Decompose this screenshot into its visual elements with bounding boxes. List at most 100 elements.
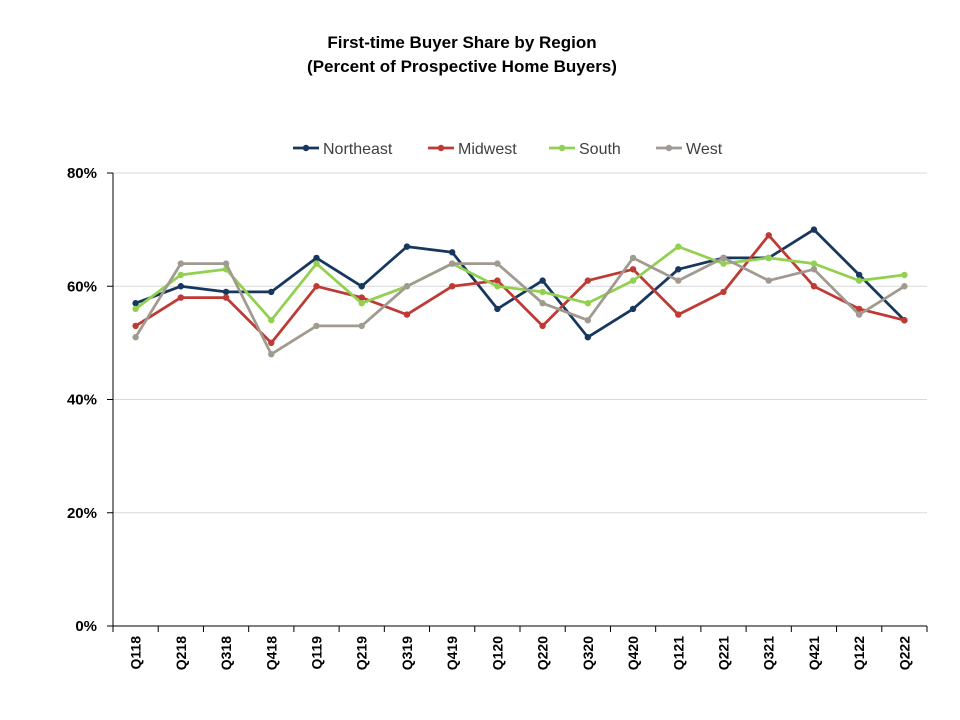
data-point <box>539 300 546 307</box>
legend-item: Midwest <box>428 141 517 158</box>
series-group <box>132 226 908 358</box>
data-point <box>901 271 908 279</box>
y-tick-label: 40% <box>67 392 97 409</box>
x-tick-label: Q120 <box>489 636 505 670</box>
data-point <box>629 305 637 313</box>
data-point <box>584 317 592 324</box>
data-point <box>539 277 546 284</box>
x-tick-label: Q221 <box>716 636 732 670</box>
data-point <box>901 317 908 324</box>
data-point <box>358 283 365 290</box>
chart-subtitle: (Percent of Prospective Home Buyers) <box>307 57 617 76</box>
data-point <box>177 260 185 267</box>
legend-label: Northeast <box>323 141 393 158</box>
legend-label: West <box>686 141 723 158</box>
data-point <box>720 288 727 296</box>
x-tick-label: Q119 <box>309 636 325 670</box>
data-point <box>268 317 275 324</box>
y-axis-ticks: 0% 20% 40% 60% 80% <box>67 165 113 635</box>
data-point <box>268 339 275 347</box>
data-point <box>403 311 411 318</box>
chart-title: First-time Buyer Share by Region <box>327 33 596 52</box>
data-point <box>177 294 185 301</box>
data-point <box>855 271 863 279</box>
legend-marker <box>302 144 310 152</box>
x-tick-label: Q219 <box>354 636 370 670</box>
data-point <box>494 283 501 290</box>
x-tick-label: Q218 <box>173 636 189 670</box>
legend-item: West <box>656 141 723 158</box>
data-point <box>132 334 139 341</box>
x-tick-label: Q420 <box>625 636 641 670</box>
x-tick-label: Q321 <box>761 636 777 670</box>
x-tick-label: Q122 <box>851 636 867 670</box>
data-point <box>132 300 139 307</box>
data-point <box>358 322 365 330</box>
data-point <box>448 283 456 290</box>
data-point <box>403 243 411 250</box>
series-northeast <box>132 226 908 341</box>
data-point <box>222 294 230 301</box>
legend-marker <box>558 144 566 152</box>
data-point <box>313 260 320 267</box>
x-tick-label: Q318 <box>218 636 234 670</box>
series-line <box>134 233 905 345</box>
data-point <box>765 254 772 262</box>
y-tick-label: 0% <box>75 618 97 635</box>
data-point <box>358 300 365 307</box>
data-point <box>855 305 863 313</box>
x-tick-label: Q421 <box>806 636 822 670</box>
data-point <box>222 260 230 267</box>
data-point <box>629 277 637 284</box>
data-point <box>720 254 727 262</box>
data-point <box>313 322 320 330</box>
data-point <box>132 305 139 313</box>
data-point <box>675 243 682 250</box>
data-point <box>177 283 185 290</box>
x-tick-label: Q418 <box>263 636 279 670</box>
data-point <box>675 311 682 318</box>
series-midwest <box>132 232 908 347</box>
data-point <box>494 260 501 267</box>
data-point <box>675 266 682 273</box>
data-point <box>584 334 592 341</box>
data-point <box>584 300 592 307</box>
series-line <box>135 228 906 339</box>
y-tick-label: 20% <box>67 505 97 522</box>
legend-label: Midwest <box>458 141 517 158</box>
data-point <box>539 288 546 296</box>
data-point <box>358 294 365 301</box>
data-point <box>403 283 411 290</box>
data-point <box>629 254 637 262</box>
gridlines <box>113 172 927 514</box>
data-point <box>855 277 863 284</box>
data-point <box>765 277 772 284</box>
y-tick-label: 60% <box>67 278 97 295</box>
data-point <box>448 260 456 267</box>
x-tick-label: Q419 <box>444 636 460 670</box>
x-tick-label: Q222 <box>896 636 912 670</box>
legend-item: South <box>549 141 621 158</box>
data-point <box>810 283 818 290</box>
data-point <box>855 311 863 318</box>
data-point <box>177 271 185 279</box>
data-point <box>901 283 908 290</box>
data-point <box>810 266 818 273</box>
data-point <box>448 249 456 256</box>
data-point <box>765 232 772 239</box>
legend-marker <box>437 144 445 152</box>
legend-item: Northeast <box>293 141 393 158</box>
data-point <box>222 288 230 296</box>
data-point <box>268 288 275 296</box>
data-point <box>629 266 637 273</box>
data-point <box>539 322 546 330</box>
data-point <box>675 277 682 284</box>
data-point <box>494 277 501 284</box>
data-point <box>810 226 818 233</box>
series-line <box>134 245 905 322</box>
data-point <box>132 322 139 330</box>
x-tick-label: Q118 <box>128 636 144 670</box>
data-point <box>720 260 727 267</box>
data-point <box>313 254 320 262</box>
